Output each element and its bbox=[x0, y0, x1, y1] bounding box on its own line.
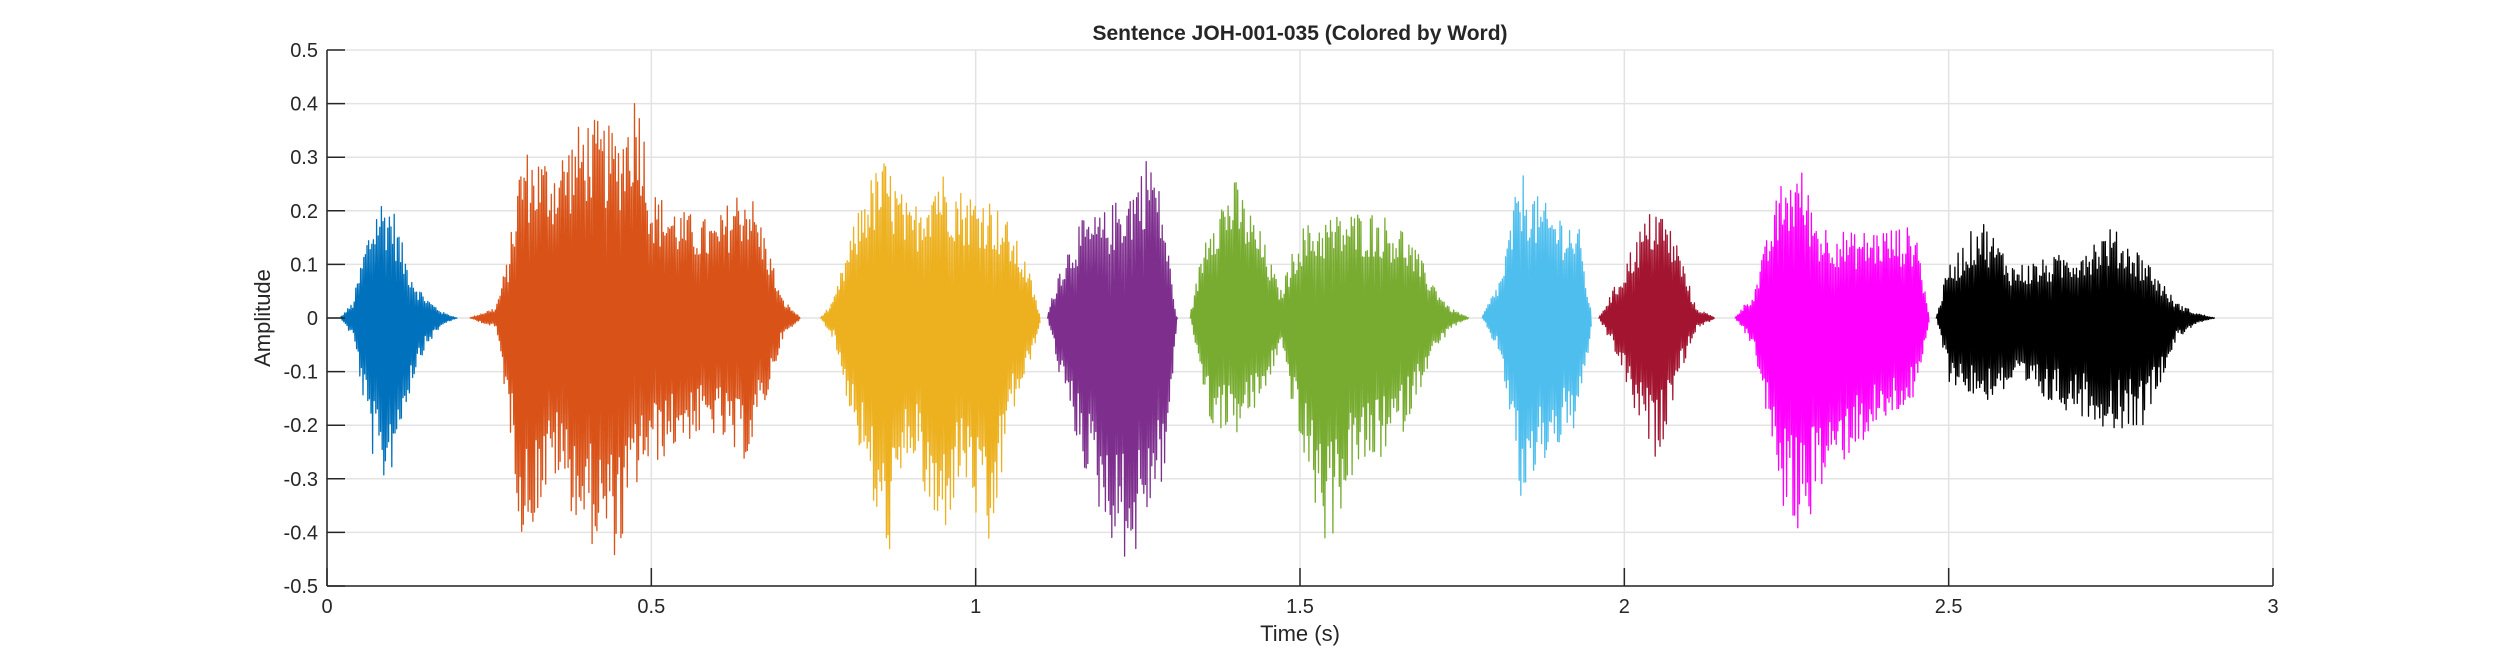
x-axis-label: Time (s) bbox=[1260, 621, 1340, 646]
y-tick-label: 0.3 bbox=[290, 147, 318, 169]
y-axis-label: Amplitude bbox=[250, 269, 275, 367]
x-tick-label: 1.5 bbox=[1286, 596, 1314, 618]
word-series-8 bbox=[1734, 172, 1930, 529]
word-series-6 bbox=[1481, 175, 1592, 496]
word-series-1 bbox=[327, 205, 458, 476]
y-tick-label: 0.1 bbox=[290, 254, 318, 276]
x-tick-label: 2 bbox=[1619, 596, 1630, 618]
word-series-3 bbox=[820, 163, 1041, 550]
x-tick-label: 2.5 bbox=[1935, 596, 1963, 618]
y-tick-label: -0.3 bbox=[284, 469, 318, 491]
word-series-5 bbox=[1189, 181, 1470, 539]
waveform-series bbox=[327, 102, 2216, 557]
word-series-2 bbox=[469, 102, 801, 556]
y-tick-label: -0.1 bbox=[284, 362, 318, 384]
x-tick-label: 0 bbox=[321, 596, 332, 618]
word-series-7 bbox=[1598, 213, 1715, 457]
axes: 0 0.5 1 1.5 2 2.5 3 0.5 0.4 0.3 0.2 0.1 0 -0.1 -0.2 -0.… bbox=[284, 40, 2279, 618]
x-tick-label: 0.5 bbox=[637, 596, 665, 618]
y-tick-label: 0.2 bbox=[290, 201, 318, 223]
x-tick-label: 1 bbox=[970, 596, 981, 618]
x-tick-label: 3 bbox=[2267, 596, 2278, 618]
y-tick-label: 0 bbox=[307, 308, 318, 330]
y-tick-label: -0.5 bbox=[284, 576, 318, 598]
word-series-9 bbox=[1935, 224, 2216, 429]
y-tick-label: 0.4 bbox=[290, 94, 318, 116]
y-tick-label: -0.2 bbox=[284, 415, 318, 437]
chart-title: Sentence JOH-001-035 (Colored by Word) bbox=[1092, 22, 1507, 45]
y-tick-label: -0.4 bbox=[284, 522, 318, 544]
word-series-4 bbox=[1047, 161, 1179, 557]
y-tick-label: 0.5 bbox=[290, 40, 318, 62]
